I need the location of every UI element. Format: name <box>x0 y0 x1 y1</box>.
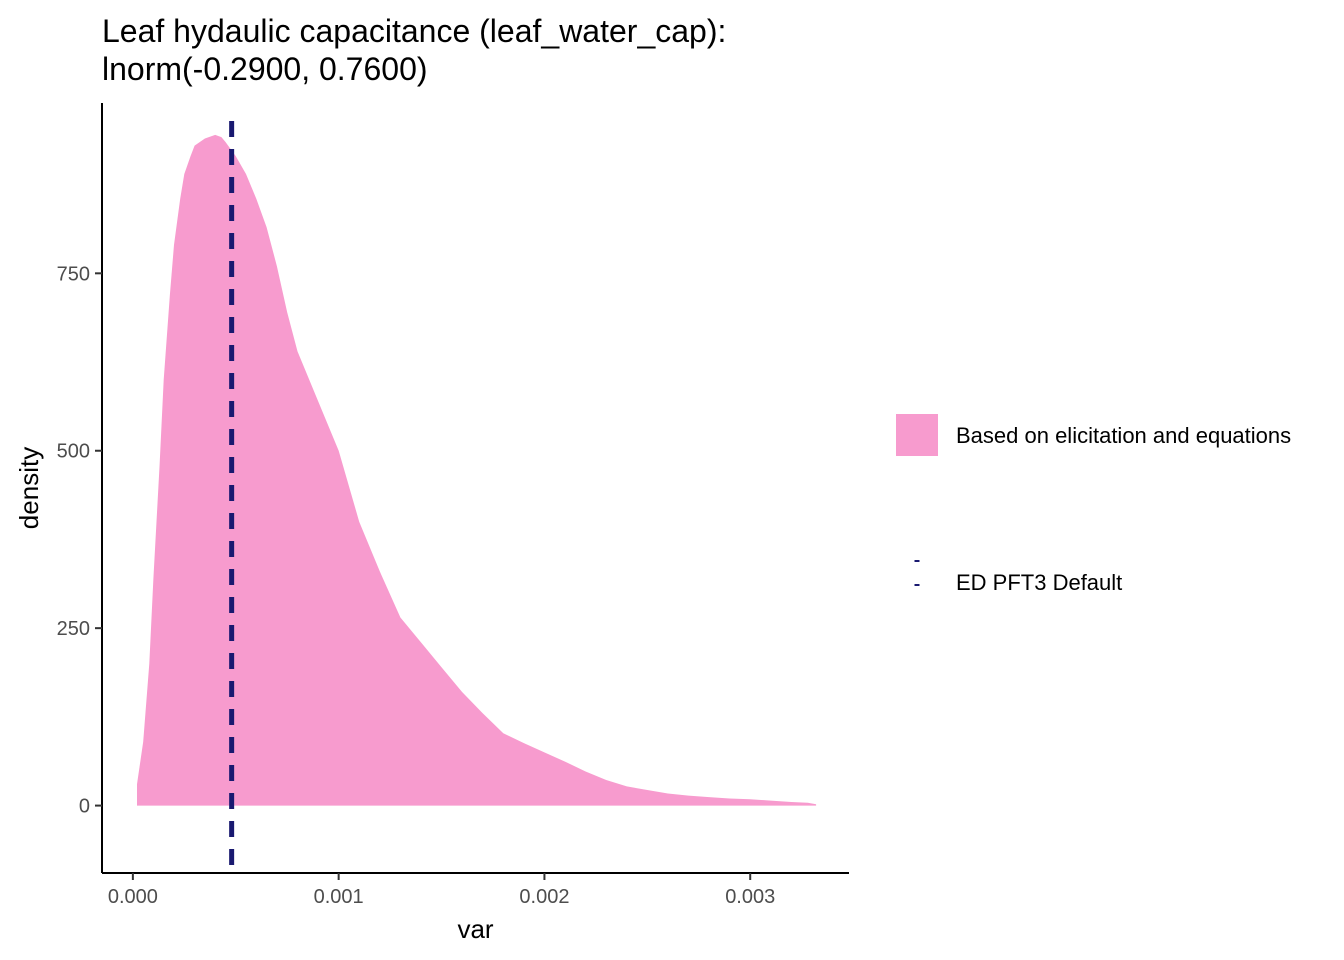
x-tick-label: 0.003 <box>725 886 775 908</box>
y-ticks: 0 250 500 750 <box>57 263 102 818</box>
plot-area <box>137 121 817 873</box>
chart-subtitle: lnorm(-0.2900, 0.7600) <box>102 51 428 87</box>
y-axis-title: density <box>14 447 44 529</box>
x-ticks: 0.000 0.001 0.002 0.003 <box>108 873 775 908</box>
density-area <box>137 134 817 806</box>
legend-label-default: ED PFT3 Default <box>956 570 1122 595</box>
legend-key-density <box>896 414 938 456</box>
legend-label-density: Based on elicitation and equations <box>956 423 1291 448</box>
chart-title: Leaf hydaulic capacitance (leaf_water_ca… <box>102 13 726 49</box>
x-tick-label: 0.001 <box>314 886 364 908</box>
y-tick-label: 0 <box>79 796 90 818</box>
x-axis-title: var <box>457 914 493 944</box>
y-tick-label: 500 <box>57 441 90 463</box>
x-tick-label: 0.002 <box>519 886 569 908</box>
y-tick-label: 250 <box>57 618 90 640</box>
legend: Based on elicitation and equations ED PF… <box>896 414 1291 605</box>
x-tick-label: 0.000 <box>108 886 158 908</box>
y-tick-label: 750 <box>57 263 90 285</box>
